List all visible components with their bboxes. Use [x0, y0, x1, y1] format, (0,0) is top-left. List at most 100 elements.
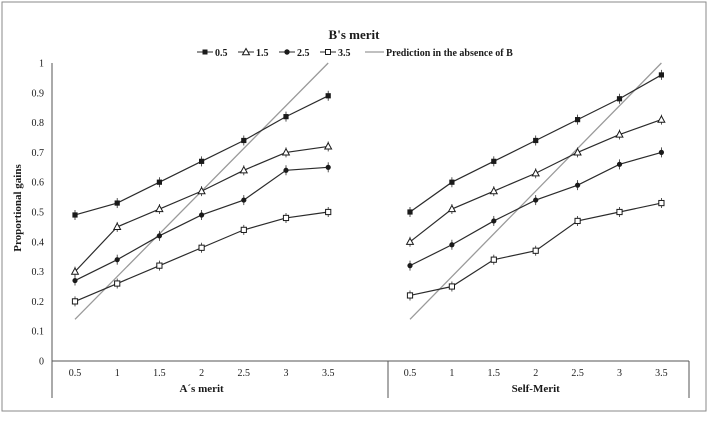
point-marker-open-square	[574, 217, 581, 225]
y-tick-label: 0.7	[32, 148, 45, 159]
y-tick-label: 0.6	[32, 178, 45, 189]
point-marker-open-triangle	[239, 165, 249, 174]
x-axis-label-left: A´s merit	[179, 383, 224, 395]
x-tick-label: 2	[199, 368, 204, 379]
point-marker-open-square	[156, 262, 163, 269]
y-tick-label: 0.3	[32, 267, 45, 278]
point-marker-filled-circle	[241, 197, 247, 203]
legend: 0.5 1.5 2.5 3.5 Prediction in the absenc…	[197, 47, 513, 59]
point-marker-open-triangle	[615, 129, 624, 138]
point-marker-open-triangle	[197, 186, 206, 195]
point-marker-filled-square	[533, 137, 539, 144]
point-marker-filled-circle	[325, 164, 331, 170]
point-marker-filled-square	[325, 93, 331, 99]
y-tick-label: 0	[39, 357, 44, 368]
point-marker-open-triangle	[70, 266, 80, 275]
x-tick-label: 1	[115, 368, 120, 379]
point-marker-filled-square	[156, 179, 162, 185]
point-marker-open-square	[616, 208, 623, 216]
y-tick-label: 0.9	[32, 88, 45, 99]
x-axis-label-right: Self-Merit	[512, 383, 561, 395]
series-line-3.5	[74, 211, 329, 302]
legend-item-2: 1.5	[238, 47, 269, 59]
point-marker-open-square	[114, 280, 121, 287]
legend-marker-open-square	[325, 49, 331, 55]
point-marker-open-triangle	[573, 147, 582, 156]
point-marker-open-square	[448, 283, 455, 290]
legend-title: B's merit	[329, 27, 381, 42]
y-tick-label: 0.1	[32, 327, 45, 338]
legend-label-3: 2.5	[297, 48, 310, 59]
point-marker-open-triangle	[112, 222, 122, 230]
x-tick-label: 0.5	[69, 368, 82, 379]
legend-item-3: 2.5	[279, 48, 310, 59]
y-tick-label: 0.5	[32, 208, 45, 219]
y-tick-label: 0.4	[32, 237, 45, 248]
point-marker-open-triangle	[155, 204, 164, 213]
y-tick-labels: 0 0.1 0.2 0.3 0.4 0.5 0.6 0.7 0.8 0.9 1	[32, 59, 45, 368]
x-tick-label: 1.5	[488, 368, 501, 379]
point-marker-open-square	[490, 256, 497, 263]
point-marker-open-square	[198, 244, 205, 251]
legend-item-1: 0.5	[197, 48, 228, 59]
figure-border	[1, 1, 707, 412]
series-line-2.5	[74, 166, 329, 282]
point-marker-filled-square	[407, 209, 413, 215]
point-marker-filled-square	[616, 96, 623, 102]
point-marker-filled-square	[283, 114, 289, 120]
point-marker-filled-circle	[491, 218, 497, 224]
point-marker-filled-square	[114, 200, 120, 206]
point-marker-filled-circle	[533, 197, 539, 203]
point-marker-filled-circle	[658, 149, 665, 155]
point-marker-filled-circle	[199, 212, 205, 218]
point-marker-filled-circle	[449, 242, 455, 248]
point-marker-open-triangle	[657, 114, 666, 123]
point-marker-filled-circle	[114, 257, 120, 263]
point-marker-filled-square	[449, 179, 455, 185]
x-tick-label: 3.5	[655, 368, 668, 379]
legend-label-4: 3.5	[338, 48, 351, 59]
x-tick-label: 2.5	[238, 368, 251, 379]
point-marker-filled-circle	[407, 263, 413, 269]
panel-left: 0.5 1 1.5 2 2.5 3 3.5	[69, 62, 334, 379]
x-tick-label: 1	[449, 368, 454, 379]
series-line-0.5	[74, 95, 329, 216]
x-tick-label: 3	[617, 368, 622, 379]
point-marker-filled-circle	[575, 182, 581, 188]
point-marker-open-triangle	[405, 237, 415, 245]
point-marker-filled-square	[575, 117, 581, 123]
legend-label-2: 1.5	[256, 48, 269, 59]
x-tick-label: 2	[533, 368, 538, 379]
point-marker-open-triangle	[489, 186, 499, 195]
legend-marker-filled-circle	[284, 49, 290, 55]
point-marker-filled-circle	[616, 161, 623, 167]
point-marker-open-square	[325, 208, 332, 216]
point-marker-filled-square	[491, 158, 497, 164]
y-axis-label: Proportional gains	[12, 164, 24, 252]
panel-right: 0.5 1 1.5 2 2.5 3 3.5	[404, 62, 668, 379]
point-marker-open-square	[282, 214, 290, 222]
point-marker-open-square	[240, 226, 247, 233]
point-marker-filled-square	[199, 158, 205, 164]
point-marker-open-triangle	[531, 168, 540, 177]
legend-label-5: Prediction in the absence of B	[386, 48, 513, 59]
point-marker-filled-circle	[156, 233, 162, 239]
point-marker-open-square	[406, 292, 414, 299]
point-marker-open-square	[71, 298, 79, 305]
prediction-line	[409, 62, 662, 320]
point-marker-filled-square	[241, 137, 247, 144]
point-marker-open-triangle	[281, 147, 291, 156]
x-tick-label: 0.5	[404, 368, 417, 379]
point-marker-filled-square	[72, 212, 78, 218]
point-marker-filled-square	[658, 72, 664, 78]
legend-marker-open-triangle	[241, 47, 251, 56]
axes	[51, 63, 690, 398]
x-tick-label: 3	[284, 368, 289, 379]
point-marker-filled-circle	[283, 167, 289, 173]
point-marker-open-triangle	[323, 141, 333, 150]
point-marker-open-square	[658, 199, 665, 207]
y-tick-label: 1	[39, 59, 44, 70]
point-marker-open-square	[532, 247, 539, 254]
